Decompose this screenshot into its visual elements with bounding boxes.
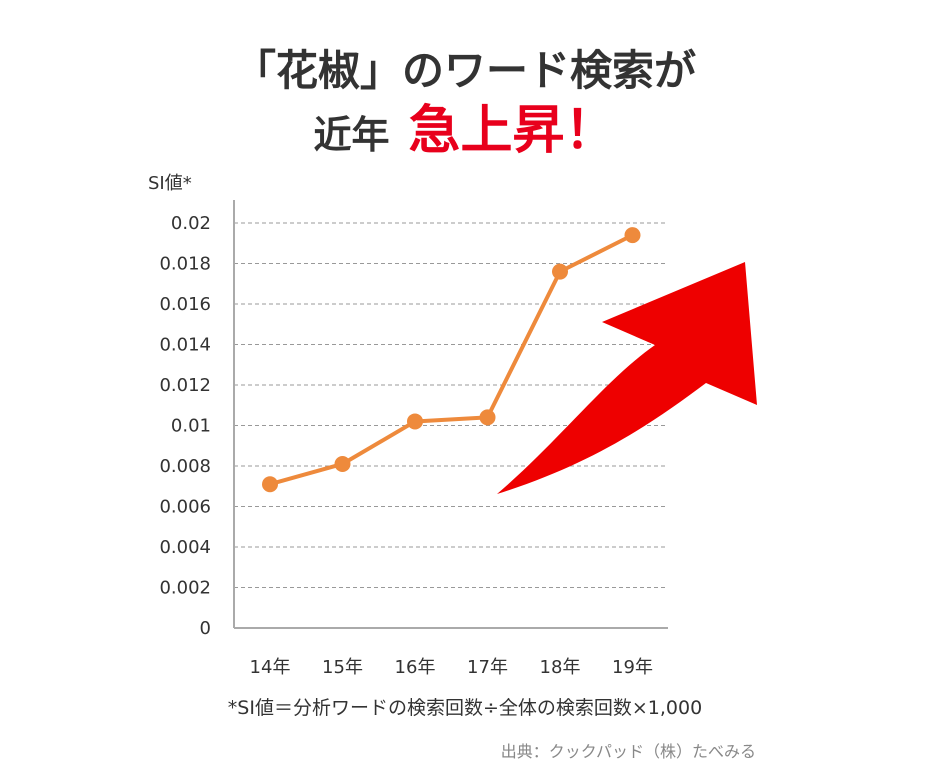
series-line [268, 233, 635, 487]
x-tick-label: 16年 [395, 657, 436, 678]
y-tick-label: 0.016 [159, 294, 211, 315]
x-tick-label: 15年 [322, 657, 363, 678]
data-point [479, 409, 496, 426]
data-point [552, 263, 568, 280]
rising-arrow-icon [497, 262, 757, 494]
data-point [624, 227, 641, 244]
chart-title-prefix: 近年 [313, 113, 389, 157]
y-tick-label: 0.008 [159, 456, 211, 477]
y-tick-label: 0.01 [171, 416, 211, 437]
x-tick-label: 19年 [612, 657, 653, 678]
chart-title-line2: 近年 急上昇！ [313, 101, 616, 161]
y-tick-label: 0.02 [171, 213, 211, 234]
data-point [407, 413, 423, 430]
x-tick-label: 17年 [467, 657, 508, 678]
gridlines [234, 222, 668, 588]
data-point [262, 476, 278, 493]
y-tick-label: 0.004 [159, 537, 211, 558]
source-credit: 出典：クックパッド（株）たべみる [501, 742, 756, 761]
footnote: *SI値＝分析ワードの検索回数÷全体の検索回数×1,000 [228, 697, 702, 719]
y-tick-labels: 0 0.002 0.004 0.006 0.008 0.01 0.012 0.014 0.016… [159, 213, 211, 639]
data-point [334, 455, 351, 472]
y-tick-label: 0.014 [159, 335, 211, 356]
y-axis-label: SI値* [148, 173, 192, 194]
y-tick-label: 0 [200, 618, 211, 639]
chart-title-accent: 急上昇！ [409, 101, 617, 161]
y-tick-label: 0.002 [159, 578, 211, 599]
x-tick-labels: 14年 15年 16年 17年 18年 19年 [250, 657, 653, 678]
y-tick-label: 0.006 [159, 497, 211, 518]
y-tick-label: 0.012 [159, 375, 211, 396]
x-tick-label: 18年 [540, 657, 581, 678]
chart-title-line1: 「花椒」のワード検索が [234, 46, 696, 95]
y-tick-label: 0.018 [159, 254, 211, 275]
x-tick-label: 14年 [250, 657, 291, 678]
series-line-group [262, 227, 641, 493]
